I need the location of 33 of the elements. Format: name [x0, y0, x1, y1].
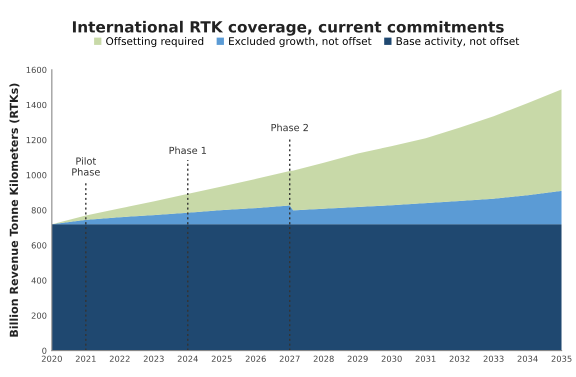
legend-label: Base activity, not offset [396, 36, 520, 48]
ref-line-label: Pilot Phase [72, 157, 100, 176]
x-tick-label: 2029 [348, 356, 368, 362]
y-tick-label: 400 [31, 277, 46, 284]
x-tick-label: 2024 [178, 356, 198, 362]
x-tick-label: 2023 [144, 356, 164, 362]
x-tick-label: 2020 [42, 356, 62, 362]
legend-label: Offsetting required [106, 36, 204, 48]
x-tick-label: 2034 [518, 356, 538, 362]
x-tick-label: 2022 [110, 356, 130, 362]
x-tick-label: 2035 [552, 356, 572, 362]
x-tick-label: 2027 [280, 356, 300, 362]
chart-title: International RTK coverage, current commitments [72, 20, 504, 36]
y-tick-label: 1200 [26, 136, 46, 144]
y-tick-label: 1000 [26, 172, 46, 178]
y-tick-label: 0 [42, 348, 46, 354]
y-tick-label: 600 [32, 242, 46, 249]
ref-line-label: Phase 1 [170, 146, 206, 154]
y-tick-label: 1600 [26, 66, 46, 74]
y-tick-label: 800 [32, 207, 46, 214]
x-tick-label: 2032 [450, 356, 470, 362]
y-tick-label: 1400 [26, 102, 46, 108]
x-tick-label: 2025 [212, 356, 232, 362]
y-axis-title: Billion Revenue Tonne Kilometers (RTKs) [9, 84, 20, 337]
y-tick-label: 200 [32, 312, 46, 319]
legend-label: Excluded growth, not offset [229, 36, 372, 48]
x-tick-label: 2033 [484, 356, 504, 362]
x-tick-label: 2026 [246, 356, 266, 362]
x-tick-label: 2030 [382, 356, 402, 362]
x-tick-label: 2028 [314, 356, 334, 362]
x-tick-label: 2021 [76, 356, 96, 362]
ref-line-label: Phase 2 [272, 124, 308, 132]
x-tick-label: 2031 [416, 356, 436, 362]
